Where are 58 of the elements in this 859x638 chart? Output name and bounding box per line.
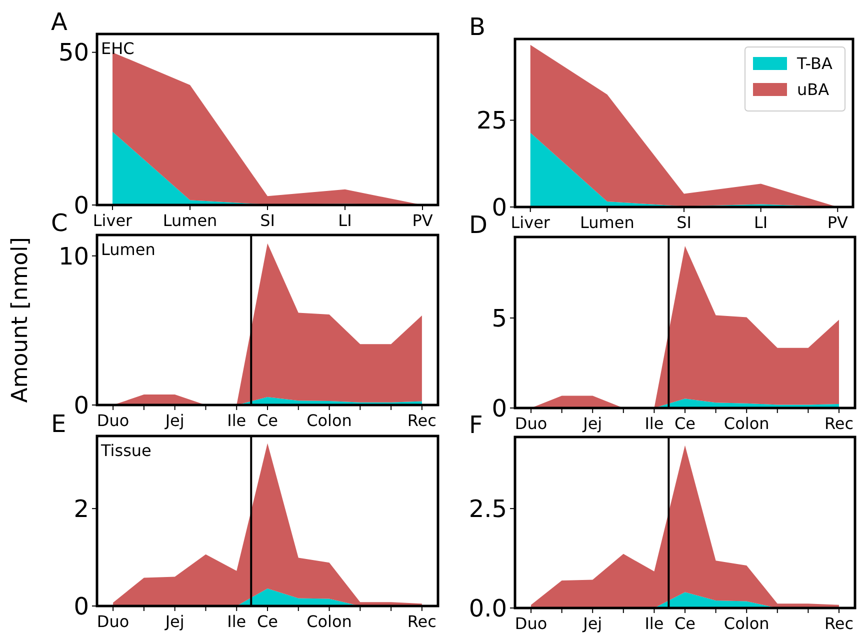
x-tick-label: Duo <box>514 614 548 633</box>
x-tick-label: Colon <box>306 411 352 430</box>
x-tick-label: SI <box>676 213 692 232</box>
annotation: EHC <box>101 39 134 58</box>
y-tick-label: 10 <box>58 242 89 270</box>
legend-label: uBA <box>797 80 830 99</box>
x-tick-label: Jej <box>582 414 602 433</box>
x-tick-label: Colon <box>724 414 770 433</box>
x-tick-label: Lumen <box>580 213 634 232</box>
x-tick-label: PV <box>412 211 433 230</box>
x-tick-label: Duo <box>514 414 548 433</box>
x-tick-label: Ile <box>227 411 246 430</box>
x-tick-label: Ce <box>256 411 278 430</box>
chart-title: C <box>51 209 68 237</box>
x-tick-label: Jej <box>164 612 184 631</box>
y-tick-label: 50 <box>58 38 89 67</box>
y-tick-label: 0 <box>74 391 89 420</box>
x-tick-label: Ce <box>674 614 696 633</box>
y-tick-label: 5 <box>492 304 507 332</box>
y-tick-label: 0 <box>74 191 89 220</box>
chart-title: A <box>51 8 68 36</box>
x-tick-label: LI <box>754 213 768 232</box>
annotation: Tissue <box>100 441 152 460</box>
y-tick-label: 25 <box>476 106 507 135</box>
y-tick-label: 2 <box>74 494 89 523</box>
x-tick-label: Duo <box>96 411 130 430</box>
chart-title: B <box>469 13 486 41</box>
x-tick-label: Ile <box>227 612 246 631</box>
chart-title: E <box>51 410 66 438</box>
y-tick-label: 0 <box>74 592 89 620</box>
x-tick-label: Rec <box>407 411 436 430</box>
x-tick-label: Rec <box>824 414 854 433</box>
x-tick-label: Colon <box>724 614 770 633</box>
x-tick-label: Colon <box>306 612 352 631</box>
x-tick-label: Ile <box>644 614 664 633</box>
y-tick-label: 0.0 <box>468 594 507 622</box>
x-tick-label: PV <box>827 213 848 232</box>
x-tick-label: Ce <box>256 612 278 631</box>
x-tick-label: LI <box>338 211 352 230</box>
x-tick-label: Ile <box>644 414 664 433</box>
x-tick-label: Lumen <box>162 211 218 230</box>
x-tick-label: Liver <box>510 213 550 232</box>
chart-title: F <box>469 411 483 439</box>
x-tick-label: Jej <box>164 411 184 430</box>
y-tick-label: 0 <box>492 193 507 222</box>
x-tick-label: Ce <box>674 414 696 433</box>
y-tick-label: 2.5 <box>468 494 507 523</box>
x-tick-label: Rec <box>824 614 854 633</box>
x-tick-label: Duo <box>96 612 130 631</box>
annotation: Lumen <box>101 240 156 259</box>
y-axis-title: Amount [nmol] <box>8 237 33 403</box>
x-tick-label: Jej <box>582 614 602 633</box>
y-tick-label: 0 <box>492 394 507 422</box>
x-tick-label: Rec <box>407 612 436 631</box>
chart-title: D <box>469 211 488 239</box>
x-tick-label: SI <box>260 211 275 230</box>
legend-label: T-BA <box>796 54 832 73</box>
x-tick-label: Liver <box>92 211 133 230</box>
